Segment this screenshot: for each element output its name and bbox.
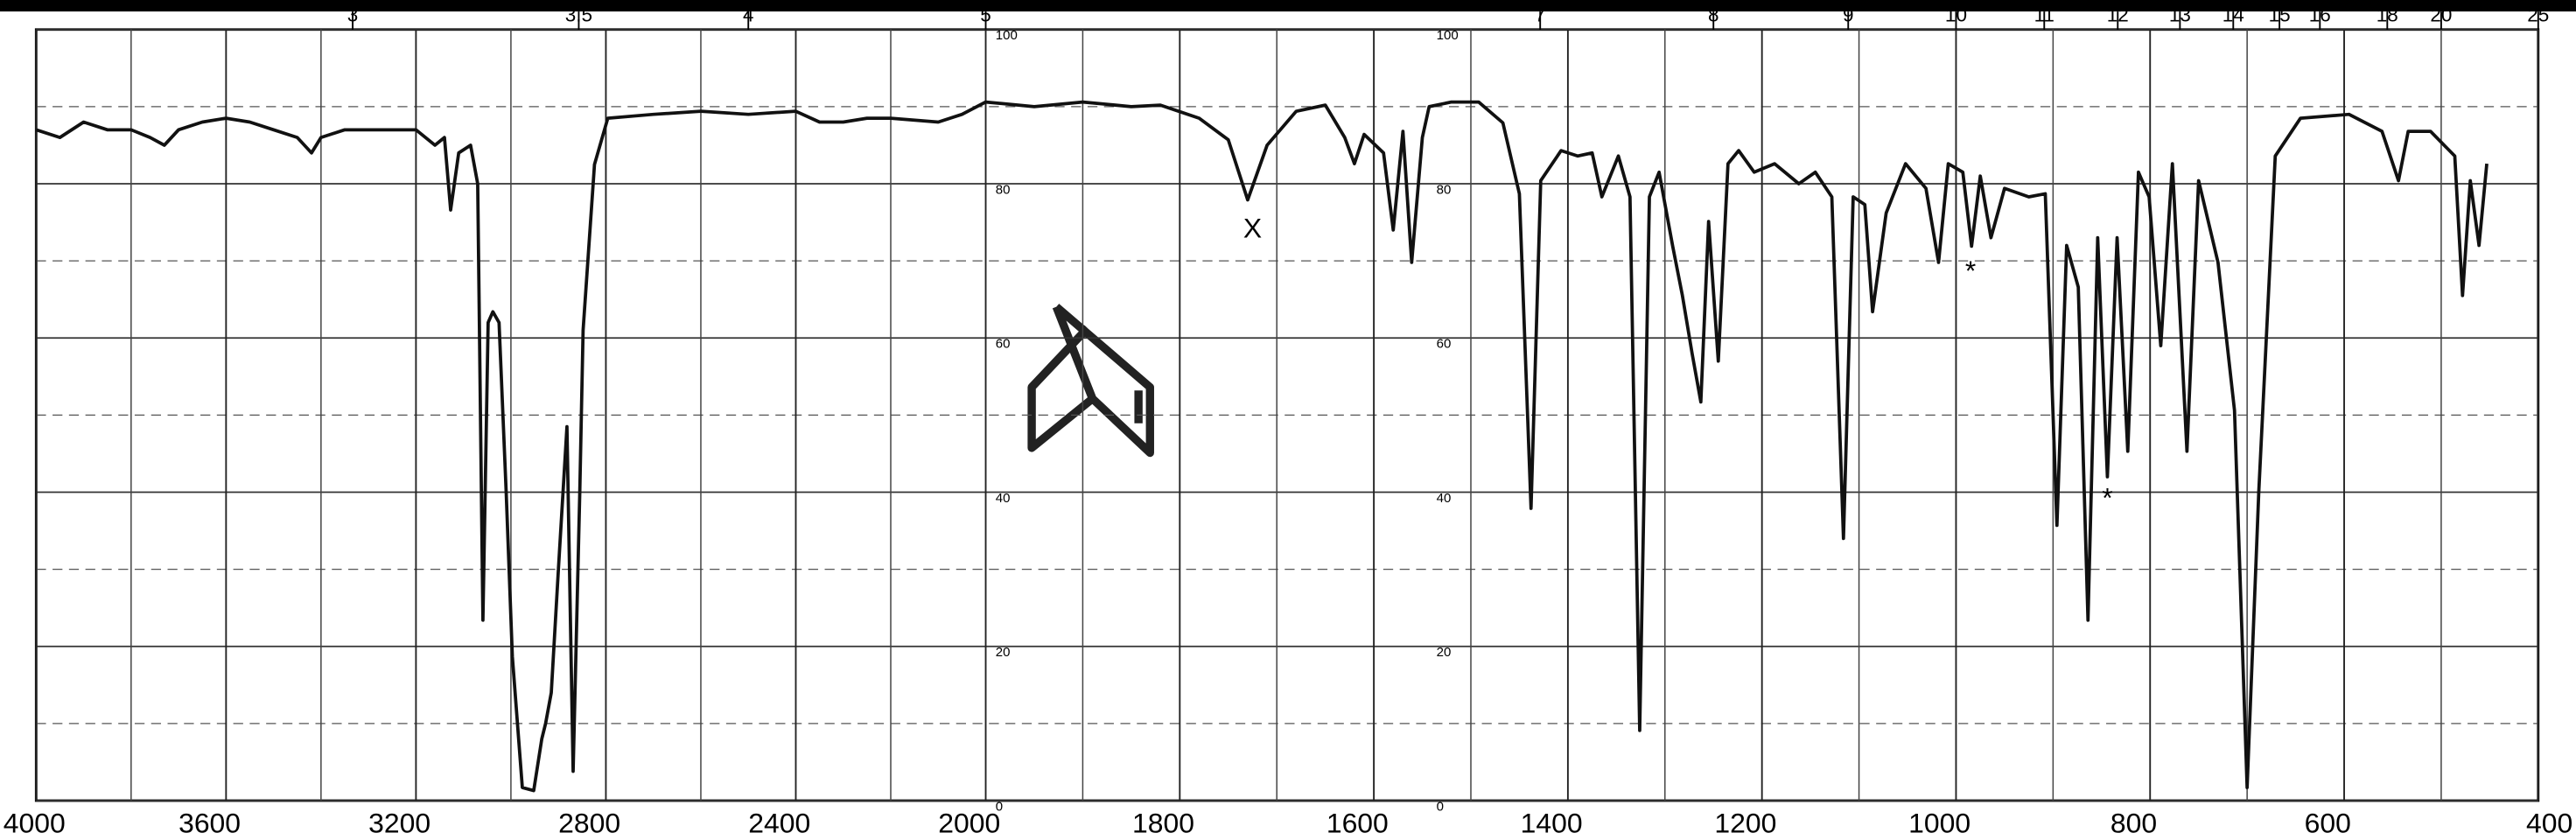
- x2-tick-label: 15: [2269, 4, 2291, 26]
- y-tick-label: 40: [1437, 491, 1452, 506]
- annotation: *: [2102, 482, 2112, 514]
- x2-tick-label: 3: [347, 4, 359, 26]
- x-tick-label: 600: [2305, 808, 2351, 839]
- spectrum-line: [35, 100, 2488, 793]
- x-tick-label: 4000: [4, 808, 66, 839]
- y-tick-label: 40: [996, 491, 1011, 506]
- x-tick-label: 1800: [1132, 808, 1194, 839]
- x-tick-label: 3200: [368, 808, 430, 839]
- x2-tick-label: 18: [2376, 4, 2398, 26]
- x-tick-label: 400: [2526, 808, 2572, 839]
- x2-tick-label: 14: [2222, 4, 2244, 26]
- y-tick-label: 80: [1437, 182, 1452, 197]
- x2-tick-label: 5: [980, 4, 991, 26]
- y-tick-label: 100: [996, 28, 1018, 43]
- y-tick-label: 100: [1437, 28, 1459, 43]
- y-tick-label: 20: [1437, 645, 1452, 660]
- x2-tick-label: 9: [1843, 4, 1854, 26]
- x-tick-label: 2800: [558, 808, 620, 839]
- y-tick-label: 60: [1437, 337, 1452, 352]
- x2-tick-label: 7: [1535, 4, 1546, 26]
- x2-tick-label: 3.5: [565, 4, 592, 26]
- annotation: X: [1243, 212, 1262, 243]
- x-tick-label: 1000: [1908, 808, 1970, 839]
- x-tick-label: 3600: [178, 808, 241, 839]
- x2-tick-label: 25: [2527, 4, 2549, 26]
- x2-tick-label: 20: [2430, 4, 2452, 26]
- x2-tick-label: 12: [2107, 4, 2129, 26]
- y-tick-label: 0: [996, 799, 1003, 814]
- x2-tick-label: 8: [1708, 4, 1719, 26]
- molecule-sketch: [1027, 304, 1154, 458]
- y-tick-label: 60: [996, 337, 1011, 352]
- y-tick-label: 80: [996, 182, 1011, 197]
- y-tick-label: 20: [996, 645, 1011, 660]
- x-tick-label: 2400: [748, 808, 810, 839]
- x2-tick-label: 16: [2309, 4, 2331, 26]
- y-tick-label: 0: [1437, 799, 1444, 814]
- x-tick-label: 800: [2110, 808, 2157, 839]
- x-tick-label: 1600: [1326, 808, 1389, 839]
- annotation: *: [1965, 255, 1976, 286]
- x2-tick-label: 10: [1945, 4, 1967, 26]
- x2-tick-label: 4: [743, 4, 754, 26]
- top-band: [0, 0, 2576, 12]
- x2-tick-label: 11: [2034, 4, 2054, 26]
- x-tick-label: 1200: [1714, 808, 1776, 839]
- x-tick-label: 2000: [938, 808, 1000, 839]
- x-tick-label: 1400: [1521, 808, 1583, 839]
- x2-tick-label: 13: [2169, 4, 2191, 26]
